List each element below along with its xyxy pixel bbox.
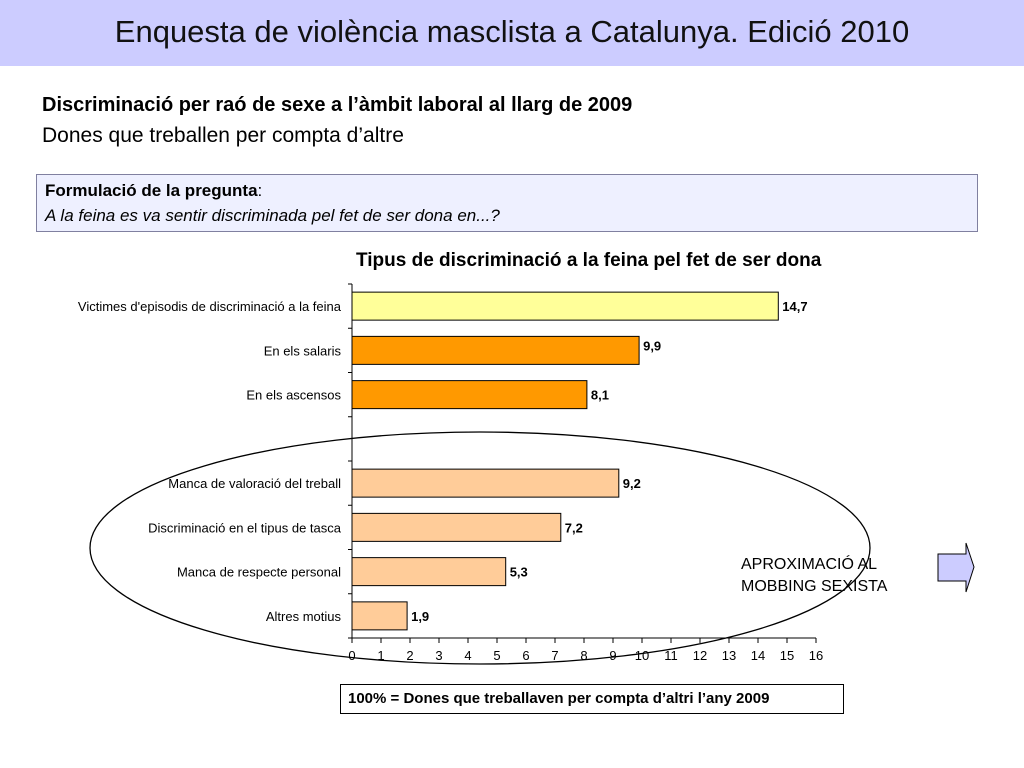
header-bar: Enquesta de violència masclista a Catalu… xyxy=(0,0,1024,66)
data-label: 1,9 xyxy=(411,609,429,624)
category-label: En els salaris xyxy=(264,343,342,358)
question-text: A la feina es va sentir discriminada pel… xyxy=(45,206,500,225)
bar xyxy=(351,291,779,321)
category-label: Victimes d'episodis de discriminació a l… xyxy=(78,299,342,314)
x-tick-label: 8 xyxy=(580,648,587,663)
data-label: 9,2 xyxy=(623,476,641,491)
page-title: Enquesta de violència masclista a Catalu… xyxy=(114,14,910,49)
bar xyxy=(351,601,408,631)
mobbing-ellipse xyxy=(89,431,871,665)
x-tick-label: 12 xyxy=(693,648,707,663)
x-tick-label: 4 xyxy=(464,648,471,663)
x-tick-label: 1 xyxy=(377,648,384,663)
question-box: Formulació de la pregunta: A la feina es… xyxy=(36,174,978,232)
arrow-right-icon xyxy=(937,542,975,593)
chart-title: Tipus de discriminació a la feina pel fe… xyxy=(356,250,822,271)
category-label: Discriminació en el tipus de tasca xyxy=(148,520,342,535)
data-label: 9,9 xyxy=(643,338,661,353)
category-label: En els ascensos xyxy=(246,388,341,403)
x-tick-label: 11 xyxy=(664,648,678,663)
x-tick-label: 3 xyxy=(435,648,442,663)
x-tick-label: 7 xyxy=(551,648,558,663)
question-label: Formulació de la pregunta xyxy=(45,181,258,200)
x-tick-label: 5 xyxy=(493,648,500,663)
x-tick-label: 13 xyxy=(722,648,736,663)
category-label: Manca de valoració del treball xyxy=(168,476,341,491)
question-colon: : xyxy=(257,181,263,200)
bar xyxy=(351,557,507,587)
x-tick-label: 0 xyxy=(348,648,355,663)
category-label: Altres motius xyxy=(266,609,342,624)
question-label-line: Formulació de la pregunta: xyxy=(45,181,262,201)
data-label: 5,3 xyxy=(510,565,528,580)
footer-note: 100% = Dones que treballaven per compta … xyxy=(340,684,844,714)
x-tick-label: 14 xyxy=(751,648,765,663)
mobbing-annotation: APROXIMACIÓ AL MOBBING SEXISTA xyxy=(741,554,887,598)
bar xyxy=(351,380,588,410)
x-tick-label: 16 xyxy=(809,648,823,663)
x-tick-label: 9 xyxy=(609,648,616,663)
x-tick-label: 2 xyxy=(406,648,413,663)
bar xyxy=(351,512,562,542)
mobbing-line-2: MOBBING SEXISTA xyxy=(741,578,888,595)
x-tick-label: 15 xyxy=(780,648,794,663)
x-tick-label: 10 xyxy=(635,648,649,663)
data-label: 8,1 xyxy=(591,388,609,403)
section-heading: Discriminació per raó de sexe a l’àmbit … xyxy=(42,94,633,116)
bar xyxy=(351,335,640,365)
mobbing-line-1: APROXIMACIÓ AL xyxy=(741,556,878,573)
data-label: 7,2 xyxy=(565,520,583,535)
x-tick-label: 6 xyxy=(522,648,529,663)
category-label: Manca de respecte personal xyxy=(177,565,341,580)
section-subtitle: Dones que treballen per compta d’altre xyxy=(42,124,404,147)
data-label: 14,7 xyxy=(782,299,807,314)
bar xyxy=(351,468,620,498)
